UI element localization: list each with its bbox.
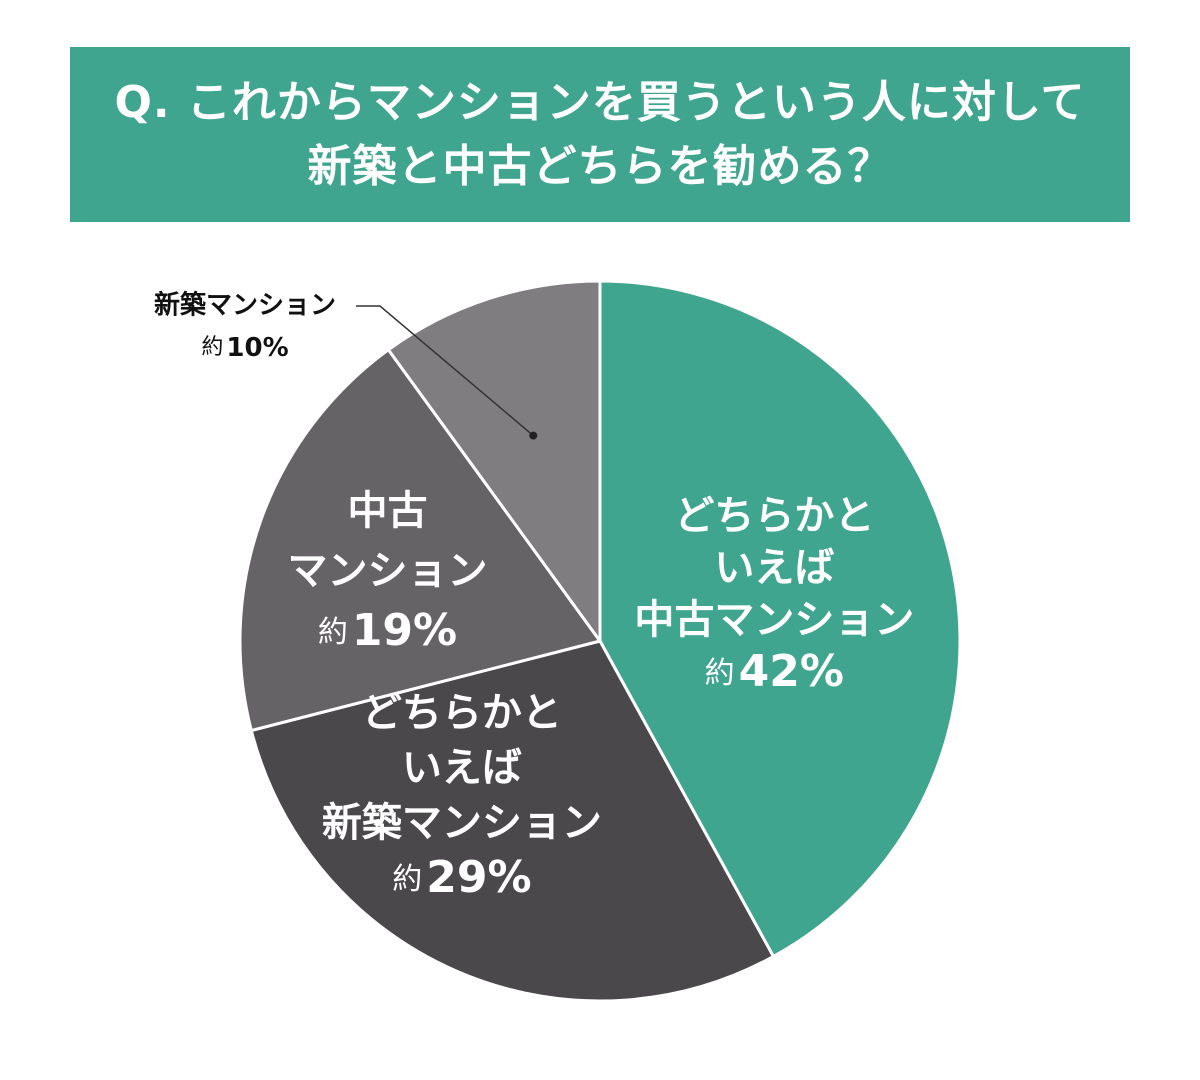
slice-label-line: いえば [714, 545, 834, 591]
slice-label-line: マンション [287, 548, 487, 594]
pie-slice-used [238, 347, 603, 733]
slice-label-line: 新築マンション [322, 800, 602, 846]
slice-label-line: どちらかと [674, 493, 874, 539]
pie-slice-somewhat-used [598, 279, 962, 959]
slice-label-line: 新築マンション [154, 290, 336, 321]
leader-line [356, 305, 534, 437]
title-banner: Q. これからマンションを買うという人に対して 新築と中古どちらを勧める？ [70, 47, 1130, 222]
title-line-2: 新築と中古どちらを勧める？ [307, 140, 893, 192]
slice-label-line: 中古マンション [634, 597, 914, 643]
slice-label-line: いえば [402, 745, 522, 791]
slice-value-label: 約19% [318, 605, 457, 656]
slice-label-line: 中古 [347, 488, 427, 534]
title-line-1: Q. これからマンションを買うという人に対して [114, 76, 1086, 128]
pie-slice-new [386, 279, 602, 646]
pie-slice-somewhat-new [249, 639, 776, 1003]
leader-dot [529, 431, 538, 440]
slice-value-label: 約 10% [201, 333, 288, 363]
slice-value-label: 約29% [392, 852, 531, 903]
slice-label-line: どちらかと [362, 690, 562, 736]
slice-value-label: 約42% [705, 646, 844, 697]
